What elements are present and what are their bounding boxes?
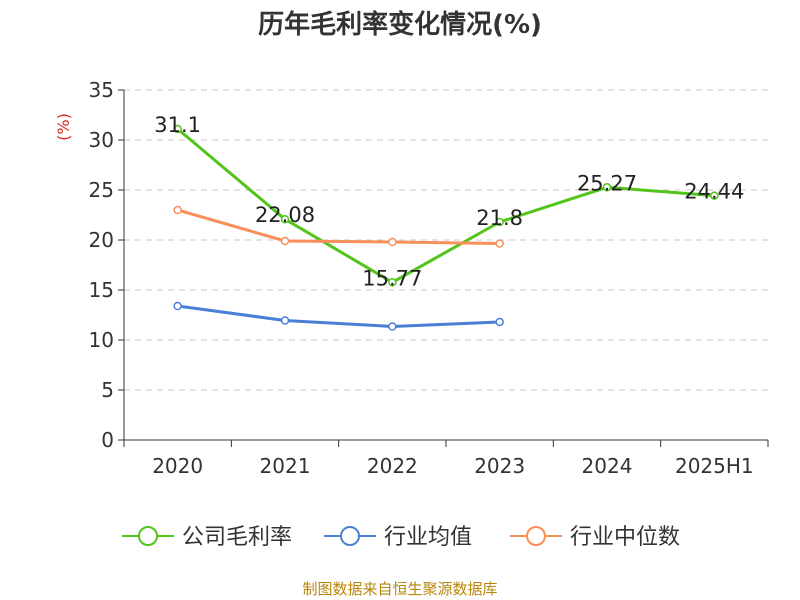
y-tick-label: 0	[101, 428, 114, 452]
data-label: 24.44	[684, 180, 744, 204]
series-line-0	[176, 127, 715, 284]
x-tick-label: 2024	[582, 454, 633, 478]
legend-label: 行业均值	[384, 525, 472, 550]
data-label: 31.1	[154, 113, 201, 137]
legend-marker	[526, 526, 546, 546]
data-point	[602, 183, 612, 192]
y-tick-label: 5	[101, 378, 114, 402]
data-point	[388, 237, 397, 247]
source-note: 制图数据来自恒生聚源数据库	[302, 580, 498, 598]
data-label: 15.77	[362, 266, 422, 290]
data-label: 22.08	[255, 203, 315, 227]
data-point	[173, 205, 182, 215]
y-tick-label: 30	[89, 128, 114, 152]
data-point	[173, 124, 182, 134]
data-point	[388, 278, 397, 287]
data-labels: 31.1 22.08 15.77 21.8 25.27 24.44	[154, 113, 744, 290]
legend-marker	[340, 526, 360, 546]
data-point	[280, 236, 290, 246]
chart-title: 历年毛利率变化情况(%)	[258, 10, 542, 40]
x-tick-label: 2025H1	[675, 454, 754, 478]
data-point	[710, 191, 719, 200]
data-point	[173, 301, 182, 311]
y-tick-label: 35	[89, 78, 114, 102]
grid-lines	[124, 89, 768, 391]
y-tick-label: 20	[89, 228, 114, 252]
legend-label: 行业中位数	[570, 525, 680, 550]
data-point	[495, 239, 504, 248]
axes: 0 5 10 15 20 25 30 35 2020 2021 2022 2023 2024 2025H1…	[54, 78, 769, 478]
legend: 公司毛利率 行业均值 行业中位数	[122, 525, 680, 550]
x-tick-label: 2023	[474, 454, 525, 478]
legend-marker	[138, 526, 158, 546]
series-line-2	[177, 208, 500, 245]
x-tick-label: 2022	[367, 454, 418, 478]
x-tick-label: 2021	[260, 454, 311, 478]
y-tick-label: 25	[89, 178, 114, 202]
data-point	[388, 322, 397, 331]
series-lines	[173, 124, 719, 331]
series-line-1	[177, 304, 500, 328]
data-label: 21.8	[476, 206, 523, 230]
data-point	[495, 317, 504, 327]
y-tick-label: 15	[89, 278, 114, 302]
y-tick-label: 10	[89, 328, 114, 352]
y-axis-label: (%)	[54, 113, 73, 141]
legend-label: 公司毛利率	[182, 525, 292, 550]
data-label: 25.27	[577, 171, 637, 195]
x-tick-label: 2020	[152, 454, 203, 478]
data-point	[280, 316, 290, 325]
data-point	[495, 217, 504, 227]
data-point	[280, 214, 290, 224]
